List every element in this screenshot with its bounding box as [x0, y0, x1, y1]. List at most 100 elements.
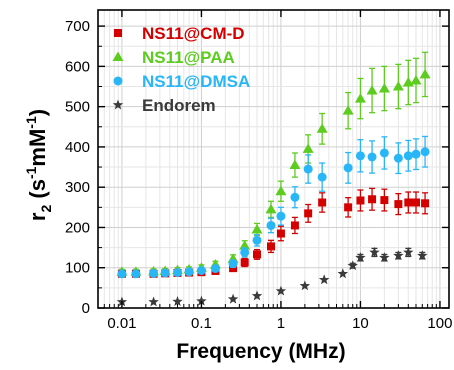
data-point: [251, 223, 263, 234]
y-tick-label: 200: [65, 219, 90, 236]
x-tick-label: 100: [427, 315, 452, 332]
legend-label: NS11@PAA: [142, 48, 235, 67]
data-point: [299, 280, 311, 291]
data-series: [116, 51, 431, 307]
y-tick-label: 0: [82, 300, 90, 317]
data-point: [275, 285, 287, 296]
data-point: [342, 105, 354, 115]
legend-marker: [114, 29, 122, 37]
legend-marker: [113, 76, 123, 86]
x-tick-label: 0.01: [107, 315, 136, 332]
series-ns11-dmsa: [117, 135, 430, 279]
data-point: [419, 68, 431, 79]
data-point: [420, 147, 430, 157]
data-point: [289, 159, 301, 170]
series-endorem: [116, 246, 428, 307]
data-point: [266, 220, 276, 230]
x-tick-label: 10: [352, 315, 369, 332]
data-point: [173, 268, 183, 278]
data-point: [252, 235, 262, 245]
data-point: [196, 266, 206, 276]
data-point: [290, 221, 299, 230]
data-point: [403, 246, 414, 257]
data-point: [131, 269, 141, 279]
legend-label: NS11@DMSA: [142, 72, 250, 91]
data-point: [275, 185, 287, 196]
data-point: [265, 203, 277, 214]
data-point: [253, 250, 262, 259]
data-point: [172, 296, 183, 307]
data-point: [117, 269, 127, 279]
data-point: [149, 268, 159, 278]
x-tick-label: 0.1: [191, 315, 212, 332]
data-point: [196, 295, 207, 306]
x-tick-label: 1: [277, 315, 285, 332]
data-point: [337, 268, 349, 279]
legend-label: Endorem: [142, 96, 216, 115]
data-point: [367, 152, 377, 162]
data-point: [380, 196, 389, 205]
y-tick-label: 600: [65, 58, 90, 75]
data-point: [410, 74, 422, 85]
y-tick-label: 300: [65, 179, 90, 196]
y-tick-label: 700: [65, 18, 90, 35]
data-point: [267, 242, 276, 251]
y-tick-label: 400: [65, 139, 90, 156]
data-point: [378, 83, 390, 93]
legend-marker: [112, 99, 124, 110]
data-point: [303, 164, 313, 174]
data-point: [403, 151, 413, 161]
data-point: [368, 195, 377, 204]
x-axis-title: Frequency (MHz): [176, 340, 345, 363]
y-title-superscript: -1: [23, 116, 39, 129]
data-point: [411, 149, 421, 159]
data-point: [239, 240, 251, 250]
data-point: [344, 203, 353, 212]
data-point: [240, 247, 250, 257]
data-point: [343, 163, 353, 173]
data-point: [392, 81, 404, 91]
data-point: [227, 293, 239, 304]
data-point: [355, 252, 366, 263]
data-point: [369, 246, 380, 257]
data-point: [251, 290, 263, 301]
legend-label: NS11@CM-D: [142, 24, 245, 43]
data-point: [421, 199, 430, 208]
data-point: [356, 196, 365, 205]
data-point: [393, 250, 404, 261]
data-point: [379, 252, 390, 263]
y-tick-label: 100: [65, 260, 90, 277]
data-point: [417, 250, 428, 261]
data-point: [347, 260, 358, 271]
data-point: [184, 267, 194, 277]
y-axis-title: r2 (s-1mM-1): [23, 109, 54, 221]
axes: 0.01 0.1 1 10 100 0 100 200 300 400 500 600 700: [65, 9, 452, 332]
legend-marker: [112, 51, 124, 61]
data-point: [228, 259, 238, 269]
y-title-subscript: 2: [38, 205, 54, 213]
data-point: [318, 274, 330, 285]
data-point: [317, 172, 327, 182]
legend: NS11@CM-D NS11@PAA NS11@DMSA Endorem: [112, 24, 250, 115]
data-point: [276, 211, 286, 221]
data-point: [355, 151, 365, 161]
data-point: [240, 258, 249, 267]
data-point: [304, 209, 313, 218]
data-point: [393, 153, 403, 163]
data-point: [404, 198, 413, 207]
data-point: [210, 264, 220, 274]
data-point: [302, 143, 314, 153]
y-tick-label: 500: [65, 99, 90, 116]
data-point: [379, 148, 389, 158]
data-point: [290, 192, 300, 202]
data-point: [316, 123, 328, 133]
data-point: [318, 198, 327, 207]
data-point: [354, 93, 366, 103]
data-point: [412, 198, 421, 207]
data-point: [276, 229, 285, 238]
data-point: [148, 296, 159, 307]
y-title-superscript: -1: [23, 166, 39, 179]
data-point: [160, 268, 170, 278]
